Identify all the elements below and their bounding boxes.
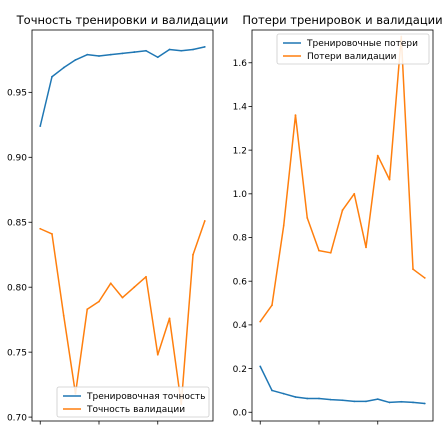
loss-series-1-point [271, 304, 273, 307]
accuracy-chart: Точность тренировки и валидации 0.70 0.75 0… [7, 13, 228, 425]
loss-series-0-point [329, 398, 332, 401]
accuracy-series-0-point [192, 48, 194, 51]
accuracy-series-1-point [121, 296, 124, 299]
accuracy-series-0-point [109, 53, 112, 56]
loss-ytick-label: 0.8 [233, 234, 248, 244]
loss-legend-label: Тренировочные потери [306, 39, 418, 49]
accuracy-series-0-point [51, 75, 53, 78]
loss-series-0-point [423, 402, 426, 405]
loss-series-1-point [306, 216, 309, 219]
accuracy-series-1-point [51, 233, 53, 235]
loss-ytick-label: 0.4 [233, 321, 248, 331]
accuracy-series-1-point [62, 314, 65, 317]
accuracy-series-1-point [145, 275, 147, 278]
loss-legend-box [276, 33, 430, 65]
loss-ytick-label: 1.4 [233, 103, 248, 113]
accuracy-series-1-point [156, 353, 159, 356]
loss-ytick-label: 1.2 [233, 146, 247, 156]
accuracy-series-0-point [74, 58, 77, 61]
loss-series-0-point [400, 400, 403, 403]
loss-legend-label: Потери валидации [307, 52, 397, 62]
loss-series-1-point [318, 249, 320, 252]
accuracy-series-1-point [39, 227, 42, 230]
loss-axes-frame [251, 29, 434, 422]
loss-series-0-point [353, 400, 356, 403]
accuracy-series-1-point [133, 286, 136, 289]
loss-series-0-point [259, 365, 262, 368]
accuracy-ytick-label: 0.70 [7, 413, 27, 423]
accuracy-series-1-point [98, 300, 100, 303]
loss-ytick-label: 0.2 [233, 365, 247, 375]
accuracy-series-0-point [121, 52, 124, 55]
accuracy-axes-frame [31, 29, 214, 422]
loss-series-0-point [388, 401, 391, 404]
loss-series-1-point [388, 178, 391, 181]
accuracy-ytick-label: 0.75 [7, 348, 27, 358]
loss-chart-title: Потери тренировок и валидации [242, 13, 442, 27]
accuracy-series-0-point [156, 56, 159, 59]
loss-series-1-point [412, 268, 414, 271]
loss-series-0-point [318, 397, 320, 400]
accuracy-ytick-label: 0.80 [7, 283, 27, 293]
loss-series-0-point [282, 392, 285, 395]
loss-series-0-point [341, 399, 344, 402]
accuracy-series-0-point [86, 53, 89, 56]
accuracy-series-1-point [109, 282, 112, 285]
loss-series-1-point [259, 320, 262, 323]
loss-ytick-label: 1.0 [233, 190, 248, 200]
loss-series-1-point [329, 251, 332, 254]
loss-series-0-point [365, 400, 367, 403]
accuracy-ytick-label: 0.95 [7, 89, 27, 99]
accuracy-series-1-point [168, 317, 171, 320]
accuracy-legend: Тренировочная точность Точность валидации [56, 386, 210, 418]
accuracy-series-0-point [39, 125, 42, 128]
accuracy-series-0-point [98, 55, 100, 57]
loss-series-1-point [365, 246, 367, 249]
accuracy-series-1-point [86, 308, 89, 311]
accuracy-series-0-point [180, 49, 183, 52]
loss-chart: Потери тренировок и валидации 0.0 0.2 0.4 0.… [233, 13, 443, 425]
accuracy-ytick-label: 0.85 [7, 218, 27, 228]
accuracy-legend-label: Тренировочная точность [86, 392, 205, 402]
accuracy-series-0-point [203, 45, 206, 48]
accuracy-series-1-point [192, 253, 194, 256]
loss-series-0-point [271, 389, 273, 392]
loss-series-0-point [306, 397, 309, 400]
loss-series-1-point [341, 209, 344, 212]
accuracy-legend-box [56, 386, 210, 418]
accuracy-series-0-point [133, 51, 136, 53]
loss-ytick-label: 1.6 [233, 59, 248, 69]
accuracy-legend-label: Точность валидации [86, 405, 185, 415]
loss-series-0-point [376, 398, 379, 401]
accuracy-ytick-label: 0.90 [7, 154, 27, 164]
loss-ytick-label: 0.0 [233, 408, 248, 418]
loss-series-1-point [294, 114, 297, 117]
accuracy-chart-title: Точность тренировки и валидации [16, 13, 229, 27]
loss-series-1-point [423, 277, 426, 279]
loss-series-1-point [282, 224, 285, 227]
loss-series-0-point [412, 401, 414, 404]
loss-ytick-label: 0.6 [233, 277, 248, 287]
loss-series-1-point [376, 154, 379, 157]
loss-series-0-point [294, 396, 297, 398]
loss-legend: Тренировочные потери Потери валидации [276, 33, 430, 65]
loss-series-1-point [353, 192, 356, 195]
accuracy-series-0-point [145, 49, 147, 52]
accuracy-series-0-point [168, 48, 171, 51]
accuracy-series-0-point [62, 66, 65, 69]
accuracy-series-1-point [203, 220, 206, 222]
